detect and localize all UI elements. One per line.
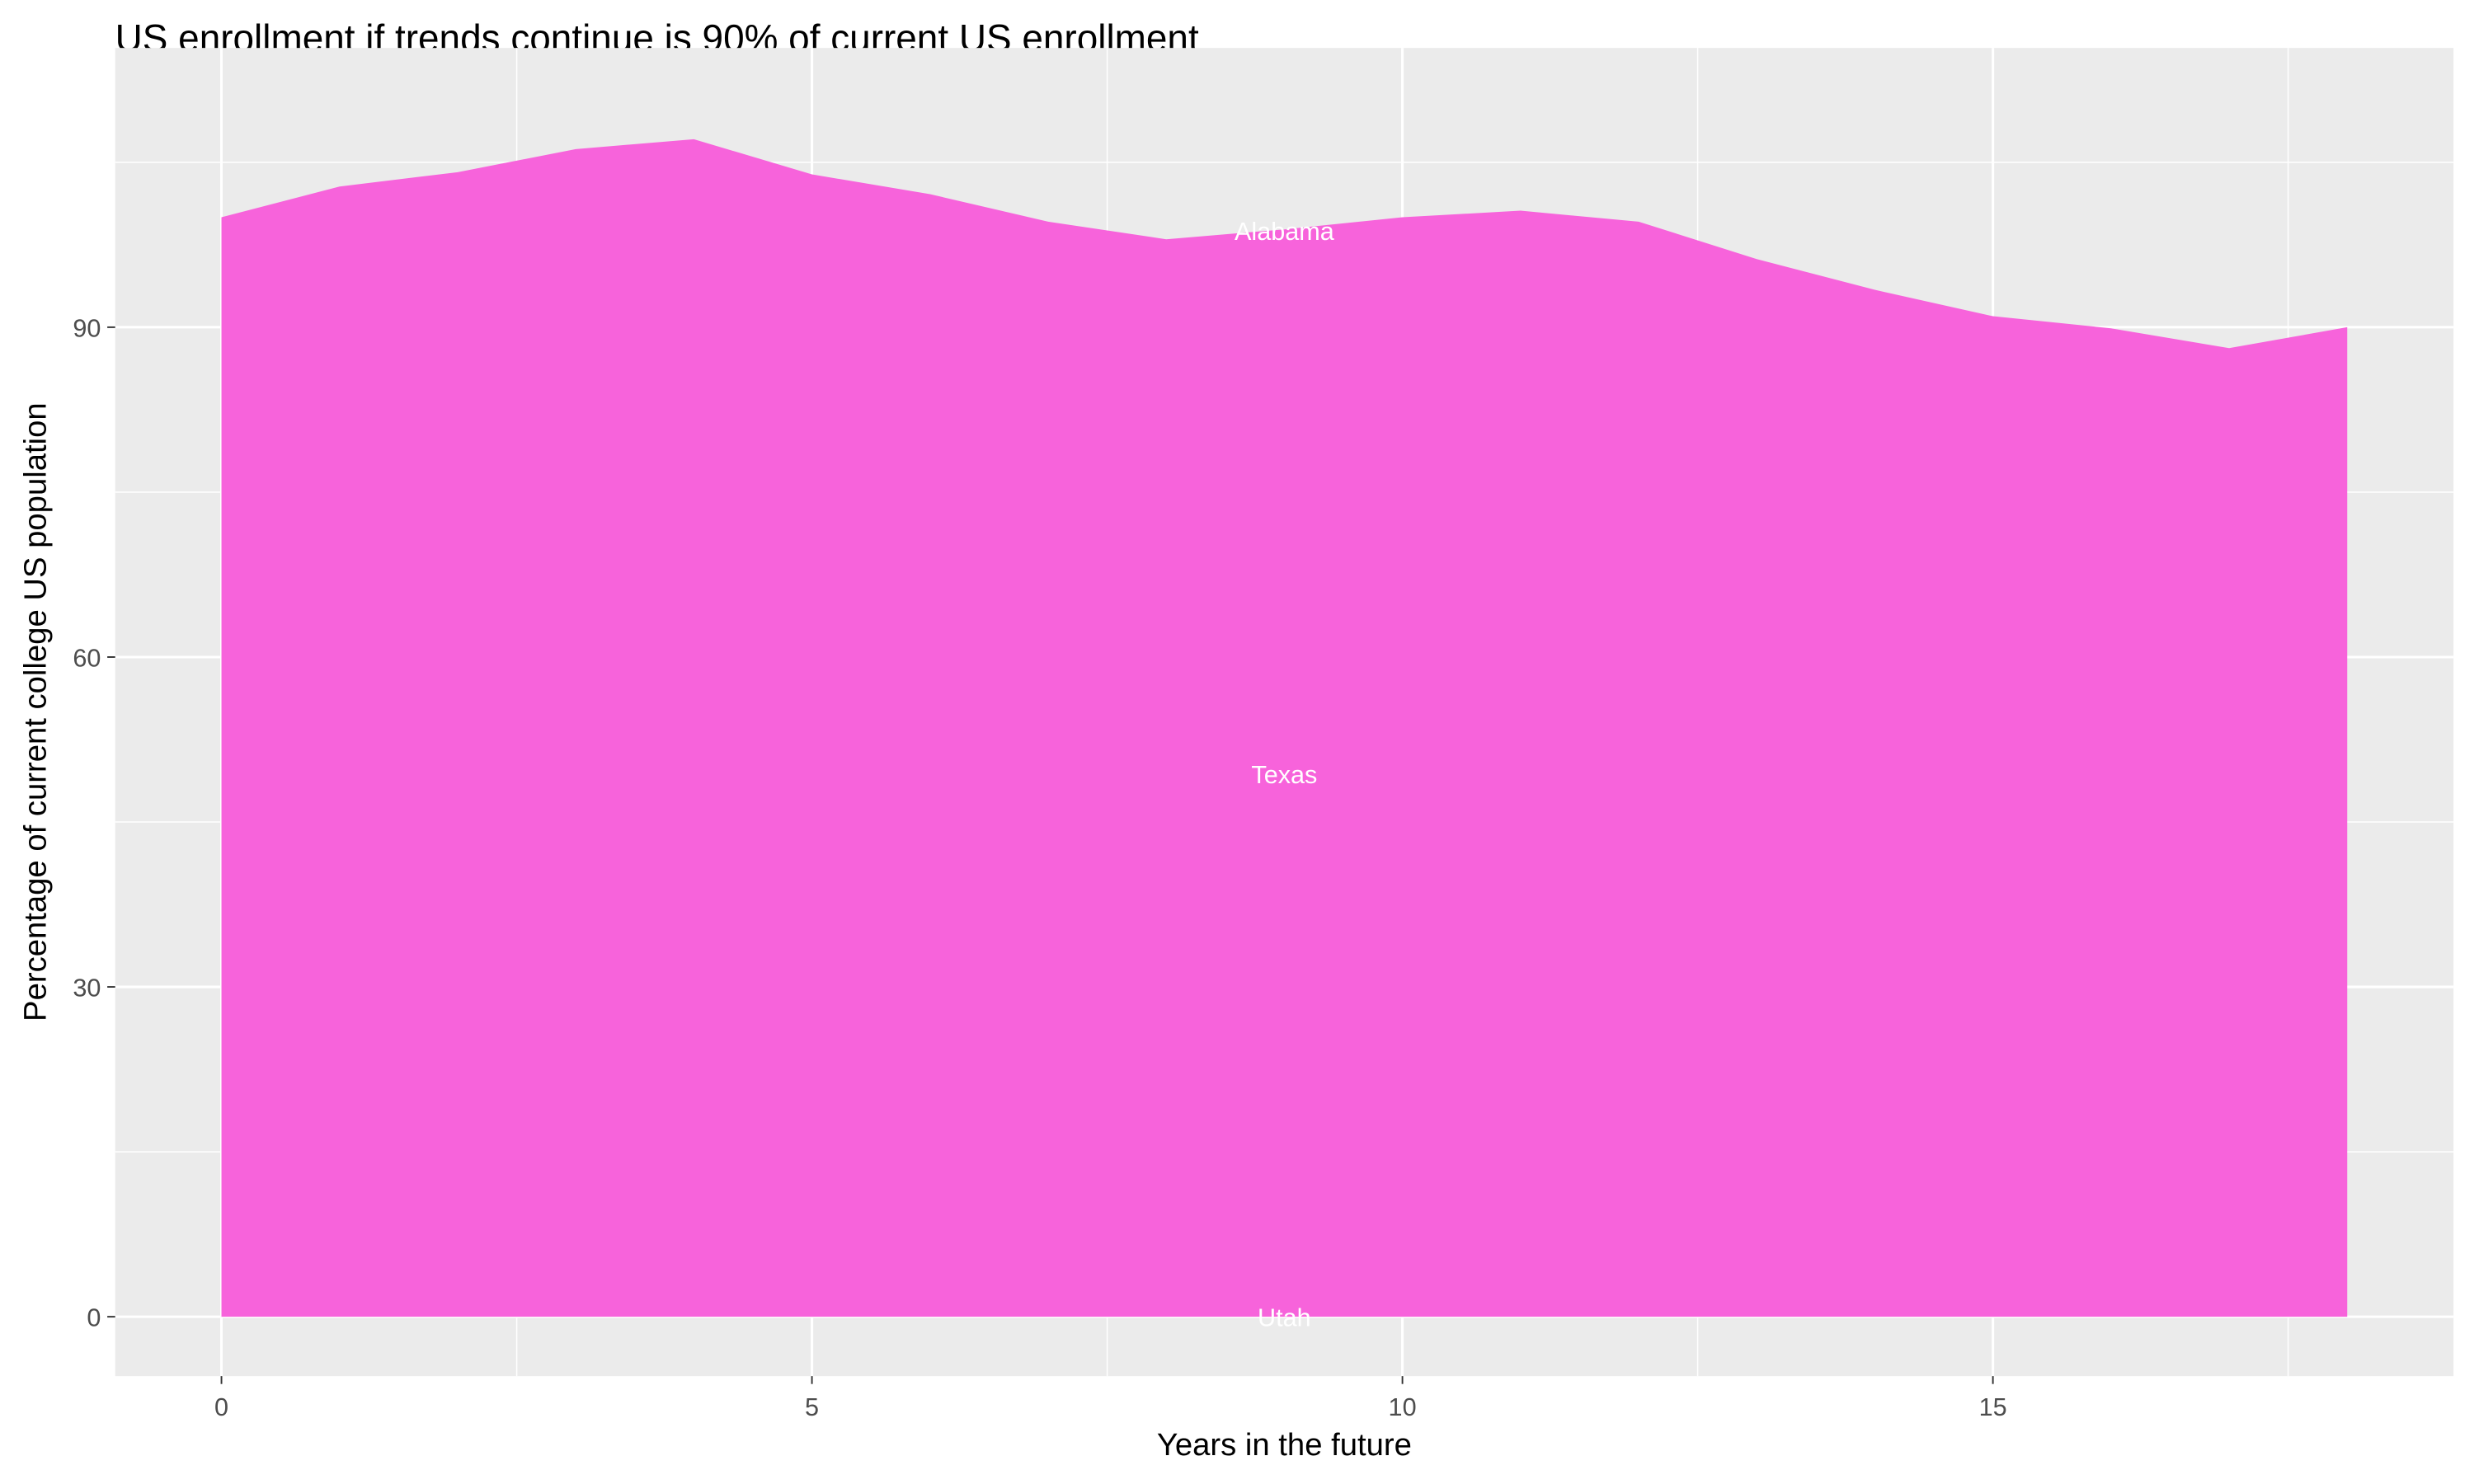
annotations: Alabama Texas Utah — [1235, 218, 1335, 1332]
y-axis: 0 30 60 90 — [73, 314, 115, 1332]
x-tick-label: 10 — [1389, 1393, 1417, 1421]
y-tick-label: 90 — [73, 314, 101, 342]
x-tick-label: 5 — [805, 1393, 819, 1421]
y-tick-label: 0 — [87, 1304, 101, 1332]
x-axis: 0 5 10 15 — [214, 1376, 2007, 1421]
y-tick-label: 30 — [73, 974, 101, 1003]
x-tick-label: 0 — [214, 1393, 228, 1421]
area-series — [221, 139, 2348, 1317]
area-layer — [221, 139, 2348, 1317]
x-tick-label: 15 — [1979, 1393, 2007, 1421]
x-axis-title: Years in the future — [1157, 1427, 1412, 1463]
y-axis-title: Percentage of current college US populat… — [17, 402, 53, 1021]
annotation-label: Texas — [1251, 761, 1317, 789]
annotation-label: Alabama — [1235, 218, 1335, 246]
annotation-label: Utah — [1258, 1304, 1311, 1332]
y-tick-label: 60 — [73, 644, 101, 672]
